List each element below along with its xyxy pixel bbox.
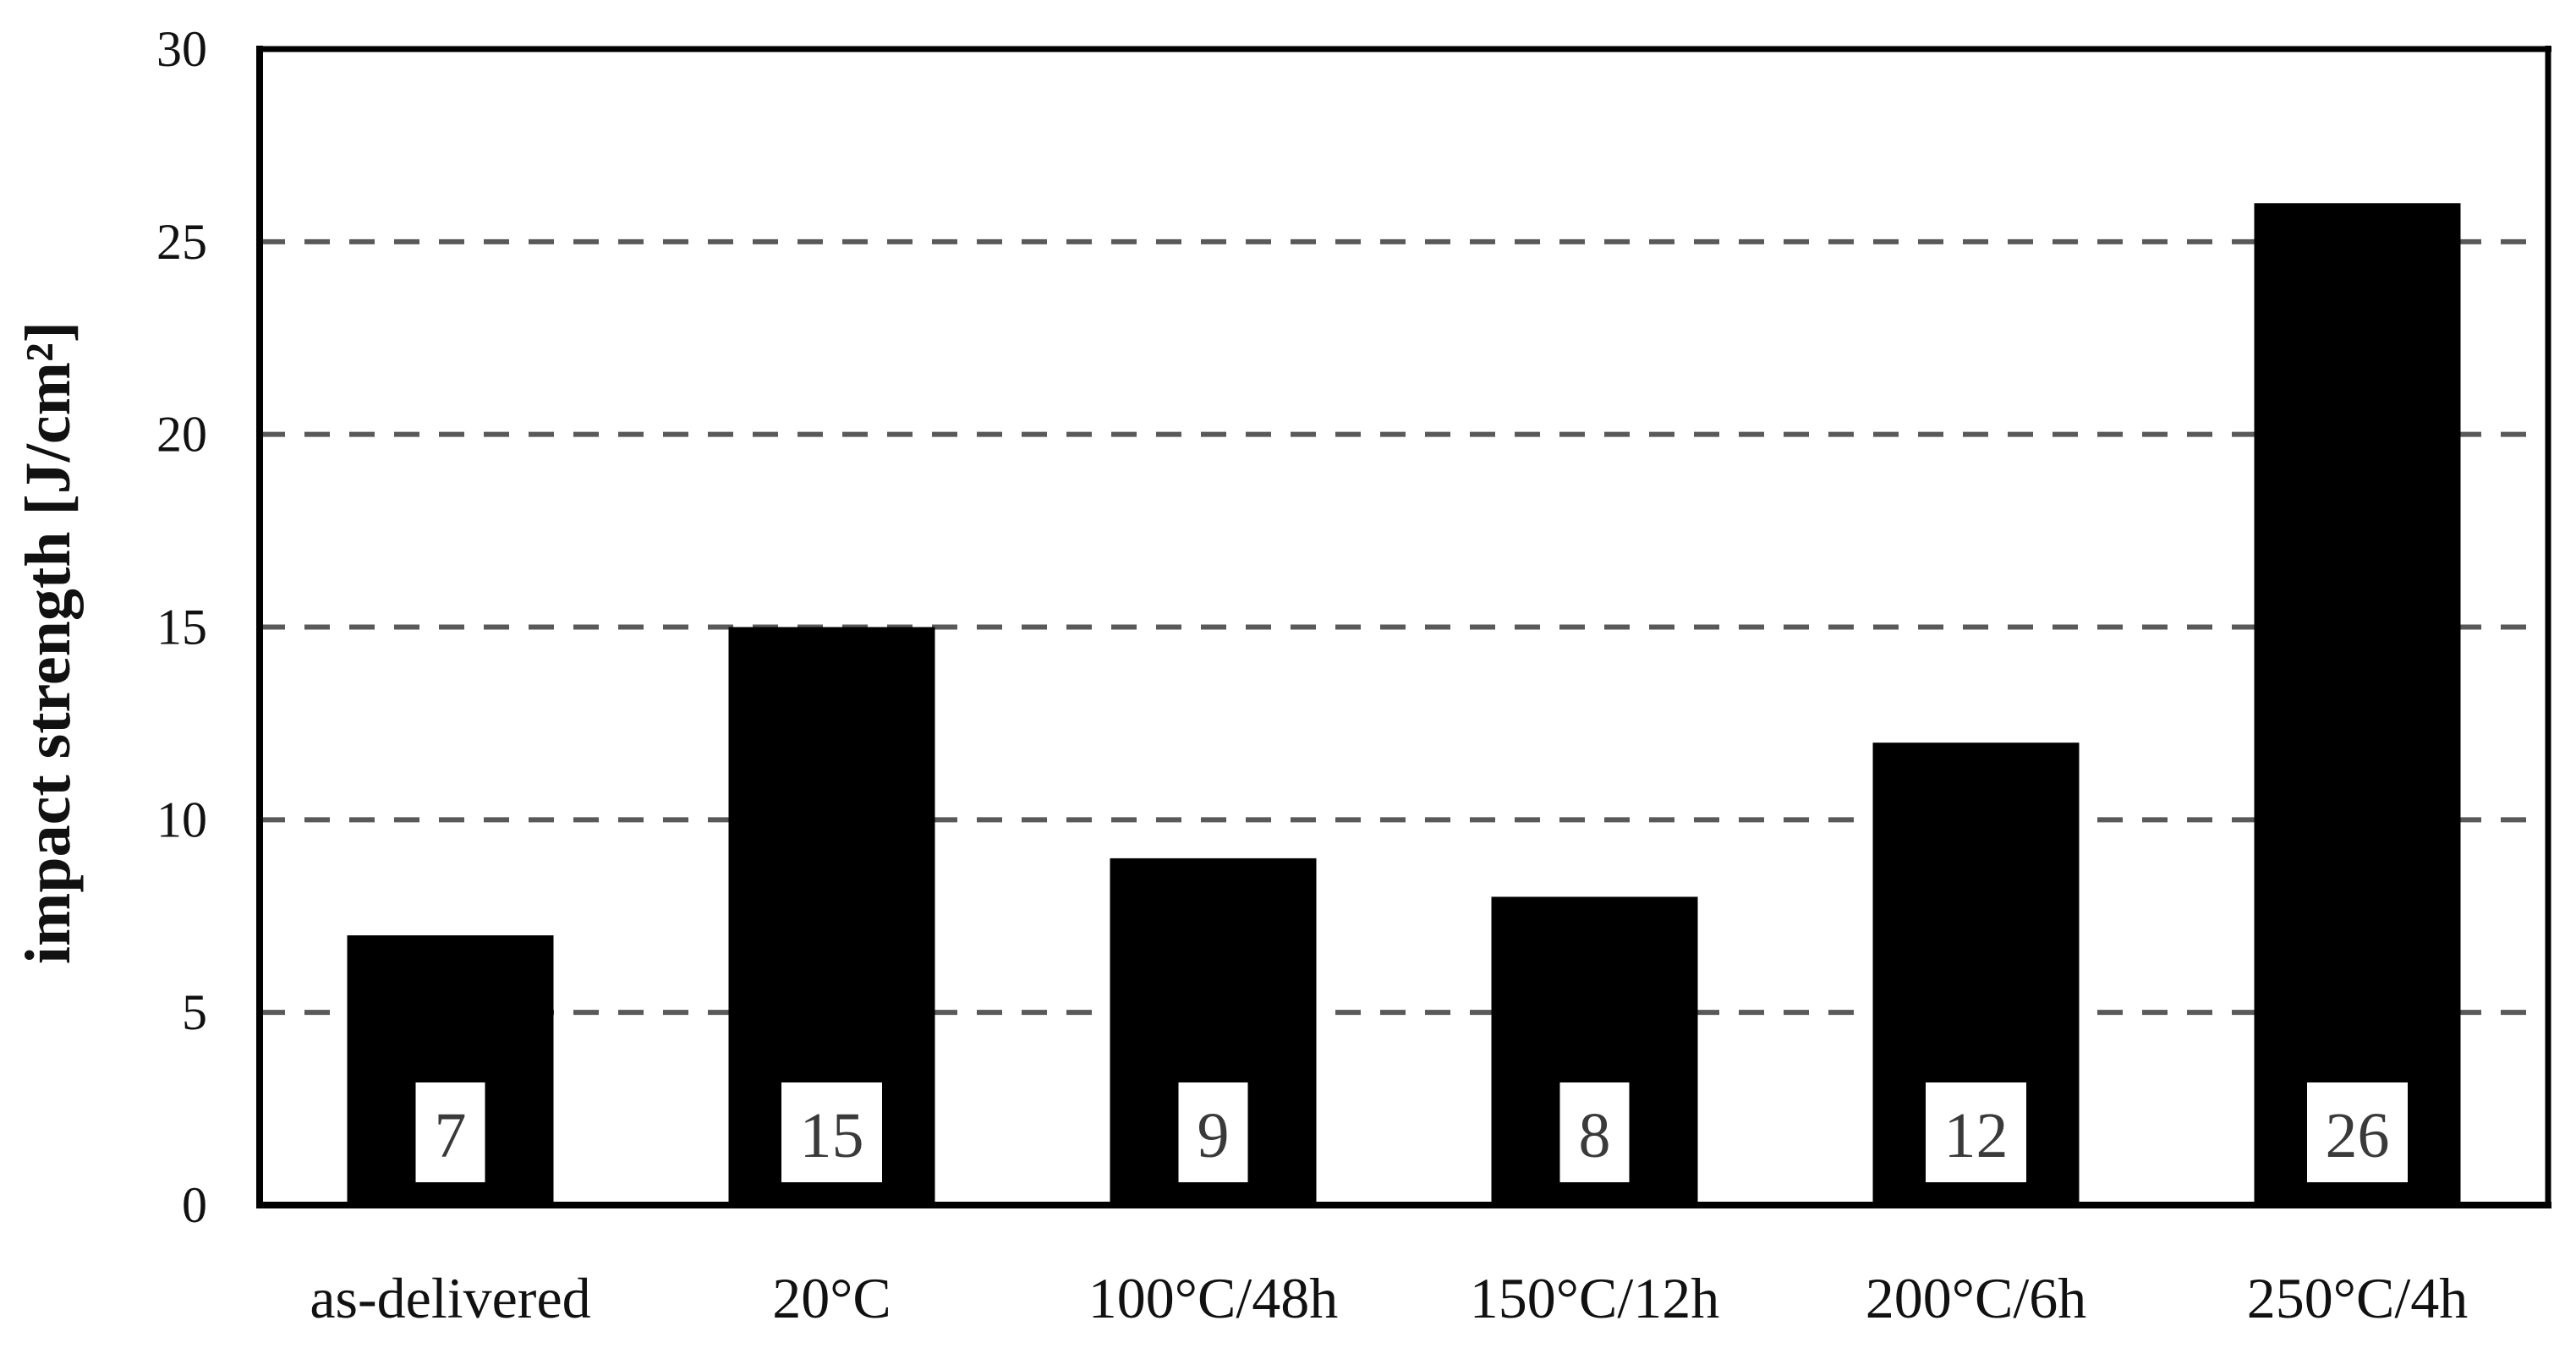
y-tick-label: 5 xyxy=(182,984,207,1040)
bar-value-label: 12 xyxy=(1944,1100,2009,1171)
y-tick-label: 25 xyxy=(156,214,207,270)
bar-value-labels: 7 15 9 8 12 26 xyxy=(415,1082,2408,1182)
y-tick-label: 0 xyxy=(182,1177,207,1233)
bar-value-box xyxy=(1178,1082,1248,1182)
y-axis-tick-labels: 0 5 10 15 20 25 30 xyxy=(156,21,207,1233)
bars xyxy=(347,203,2461,1206)
bar-value-box xyxy=(2307,1082,2408,1182)
x-category-label: 20°C xyxy=(772,1266,891,1330)
y-tick-label: 15 xyxy=(156,600,207,655)
y-tick-label: 20 xyxy=(156,407,207,463)
y-axis-title: impact strength [J/cm²] xyxy=(13,321,84,964)
bar-value-box xyxy=(1926,1082,2026,1182)
bar-value-label: 15 xyxy=(800,1100,864,1171)
bar-value-box xyxy=(415,1082,485,1182)
bar-value-label: 26 xyxy=(2326,1100,2390,1171)
bar-value-box xyxy=(1559,1082,1630,1182)
x-category-label: 250°C/4h xyxy=(2247,1266,2468,1330)
bar xyxy=(2254,203,2461,1206)
x-category-label: 200°C/6h xyxy=(1866,1266,2086,1330)
bar-value-label: 9 xyxy=(1198,1100,1230,1171)
x-category-label: 150°C/12h xyxy=(1470,1266,1719,1330)
gridlines xyxy=(260,238,2548,1016)
bar-value-label: 8 xyxy=(1579,1100,1611,1171)
bar-value-box xyxy=(781,1082,882,1182)
y-tick-label: 10 xyxy=(156,792,207,847)
x-axis-category-labels: as-delivered 20°C 100°C/48h 150°C/12h 200°C/… xyxy=(310,1266,2468,1330)
bar-value-label: 7 xyxy=(435,1100,467,1171)
x-category-label: as-delivered xyxy=(310,1266,590,1330)
plot-border xyxy=(256,46,2551,1208)
x-category-label: 100°C/48h xyxy=(1088,1266,1338,1330)
y-tick-label: 30 xyxy=(156,21,207,77)
